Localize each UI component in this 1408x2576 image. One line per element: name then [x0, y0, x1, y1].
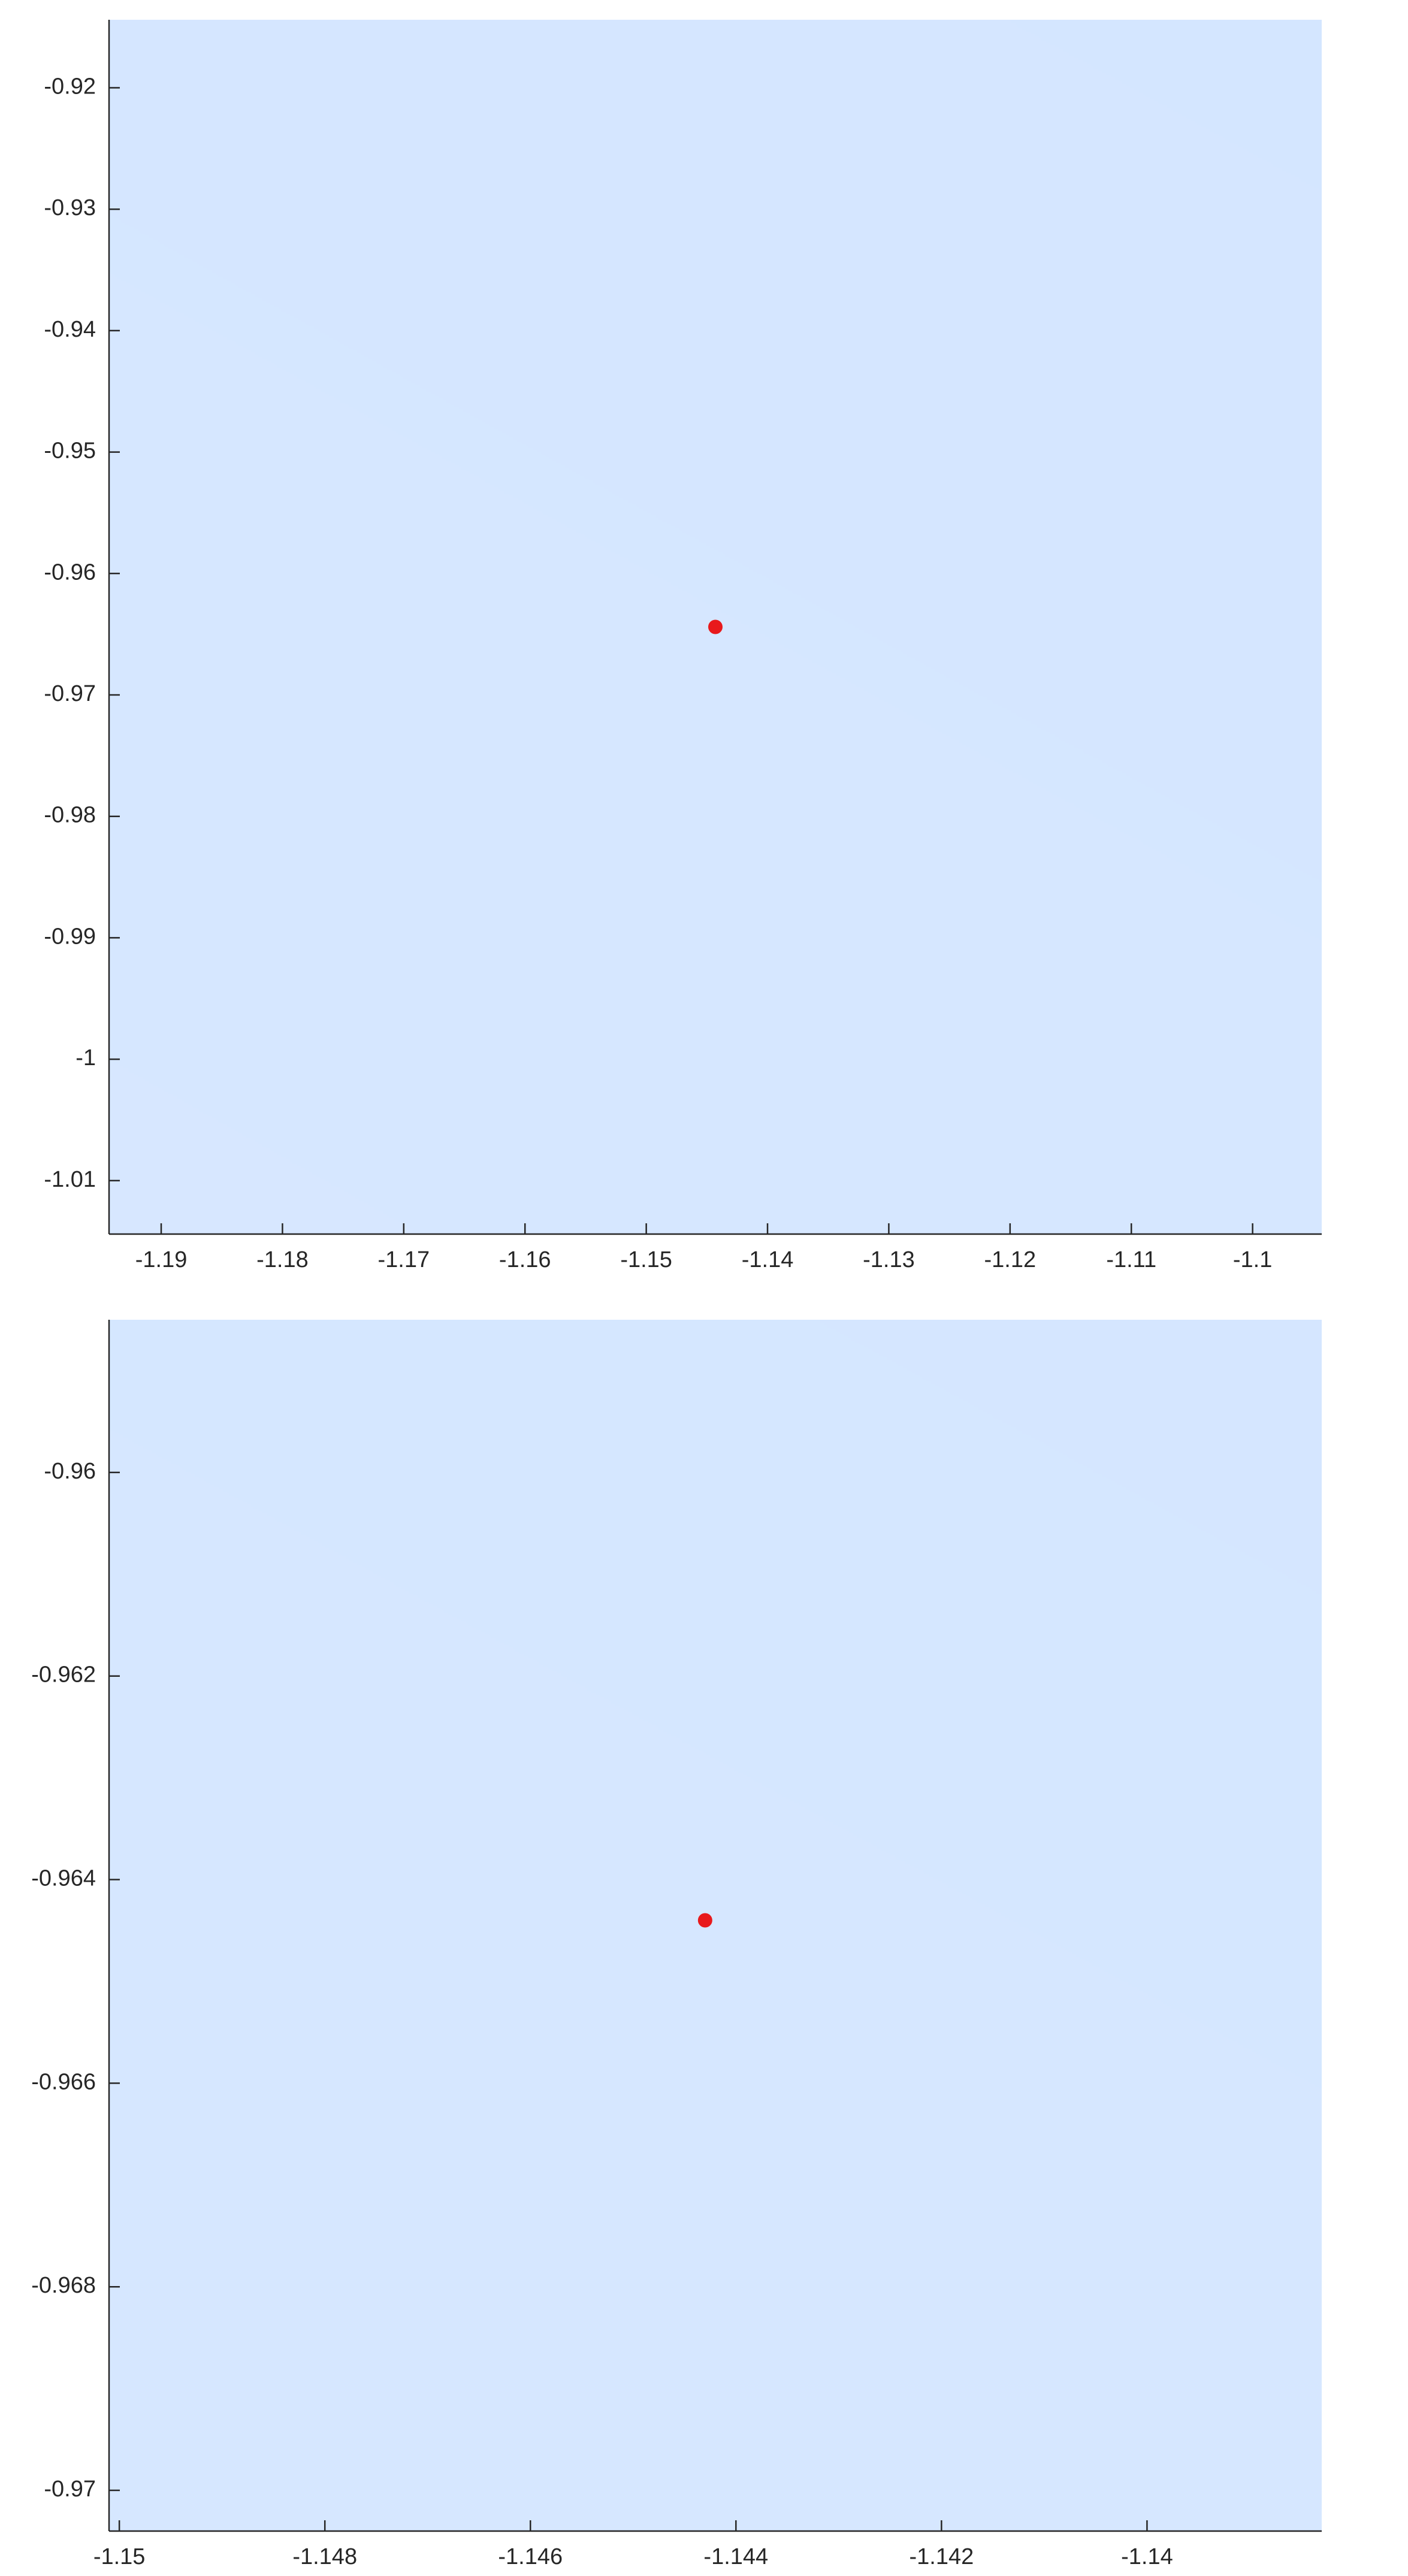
y-tick-label: -0.93	[44, 195, 96, 220]
x-tick-label: -1.13	[863, 1247, 915, 1272]
x-tick-label: -1.146	[498, 2544, 563, 2569]
x-tick-label: -1.14	[1121, 2544, 1173, 2569]
x-tick-label: -1.16	[499, 1247, 551, 1272]
x-tick-label: -1.19	[135, 1247, 188, 1272]
fractal-image	[109, 1320, 1322, 2531]
y-tick-label: -1	[75, 1045, 96, 1071]
y-tick-label: -0.96	[44, 560, 96, 585]
y-tick-label: -0.97	[44, 681, 96, 706]
y-tick-label: -0.98	[44, 803, 96, 828]
x-tick-label: -1.11	[1106, 1247, 1156, 1272]
y-tick-label: -0.962	[31, 1662, 96, 1688]
y-tick-label: -0.92	[44, 74, 96, 99]
y-tick-label: -0.94	[44, 317, 96, 342]
x-tick-label: -1.15	[620, 1247, 672, 1272]
y-tick-label: -0.964	[31, 1866, 96, 1891]
x-tick-label: -1.15	[93, 2544, 146, 2569]
y-tick-label: -0.97	[44, 2477, 96, 2502]
y-tick-label: -0.968	[31, 2273, 96, 2298]
y-tick-label: -0.95	[44, 439, 96, 464]
x-tick-label: -1.12	[984, 1247, 1037, 1272]
x-tick-label: -1.17	[378, 1247, 430, 1272]
x-tick-label: -1.18	[256, 1247, 309, 1272]
marker-point	[697, 1913, 712, 1928]
y-tick-label: -0.96	[44, 1459, 96, 1484]
y-tick-label: -0.99	[44, 924, 96, 949]
y-tick-label: -0.966	[31, 2069, 96, 2094]
x-tick-label: -1.1	[1233, 1247, 1272, 1272]
x-tick-label: -1.14	[742, 1247, 794, 1272]
x-tick-label: -1.144	[703, 2544, 768, 2569]
x-tick-label: -1.148	[292, 2544, 357, 2569]
y-tick-label: -1.01	[44, 1167, 96, 1192]
x-tick-label: -1.142	[909, 2544, 974, 2569]
marker-point	[708, 619, 723, 634]
